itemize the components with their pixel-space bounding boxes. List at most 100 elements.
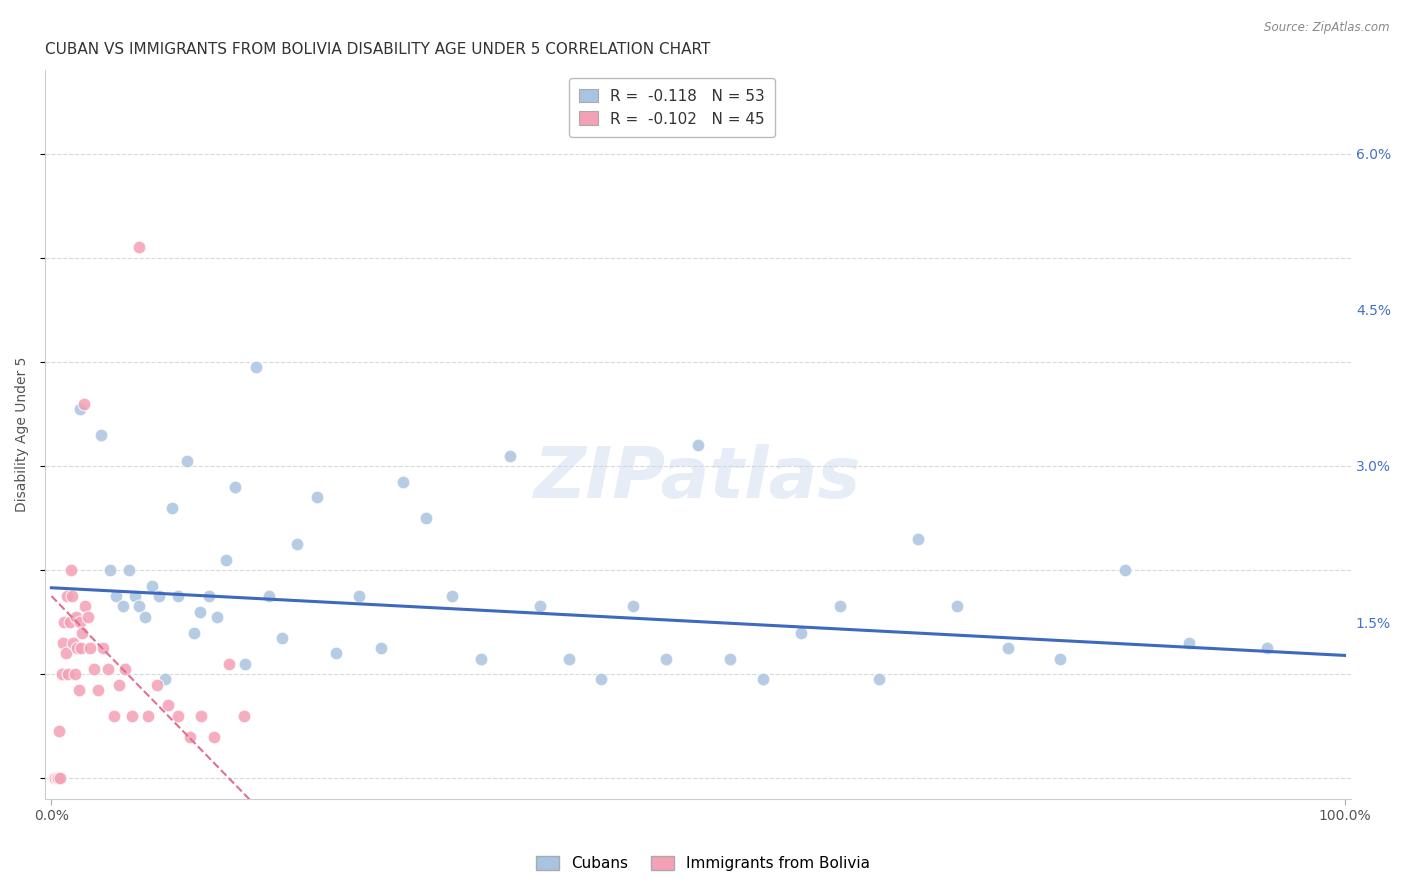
- Point: [52, 636, 75, 650]
- Point: [49, 771, 72, 785]
- Point: [73, 599, 96, 614]
- Point: [42, 771, 65, 785]
- Point: [148, 589, 170, 603]
- Point: [751, 673, 773, 687]
- Point: [190, 708, 212, 723]
- Point: [48, 724, 70, 739]
- Point: [202, 730, 225, 744]
- Point: [167, 589, 190, 603]
- Point: [470, 651, 492, 665]
- Point: [285, 537, 308, 551]
- Point: [868, 673, 890, 687]
- Point: [235, 657, 257, 671]
- Point: [67, 682, 90, 697]
- Point: [188, 605, 211, 619]
- Point: [59, 563, 82, 577]
- Point: [97, 662, 120, 676]
- Point: [529, 599, 551, 614]
- Point: [65, 610, 87, 624]
- Point: [233, 708, 256, 723]
- Point: [183, 625, 205, 640]
- Point: [156, 698, 179, 713]
- Point: [621, 599, 644, 614]
- Point: [90, 427, 112, 442]
- Point: [124, 589, 146, 603]
- Point: [245, 360, 267, 375]
- Point: [347, 589, 370, 603]
- Point: [128, 599, 150, 614]
- Point: [167, 708, 190, 723]
- Point: [370, 641, 392, 656]
- Point: [118, 563, 141, 577]
- Point: [179, 730, 201, 744]
- Point: [87, 682, 110, 697]
- Point: [134, 610, 156, 624]
- Point: [155, 673, 177, 687]
- Point: [305, 490, 328, 504]
- Point: [1256, 641, 1278, 656]
- Legend: R =  -0.118   N = 53, R =  -0.102   N = 45: R = -0.118 N = 53, R = -0.102 N = 45: [568, 78, 775, 137]
- Point: [654, 651, 676, 665]
- Point: [146, 677, 169, 691]
- Point: [69, 401, 91, 416]
- Point: [1178, 636, 1201, 650]
- Point: [111, 599, 134, 614]
- Point: [176, 454, 198, 468]
- Point: [58, 615, 80, 629]
- Point: [56, 589, 79, 603]
- Text: Source: ZipAtlas.com: Source: ZipAtlas.com: [1264, 21, 1389, 35]
- Point: [83, 662, 105, 676]
- Point: [63, 667, 86, 681]
- Text: CUBAN VS IMMIGRANTS FROM BOLIVIA DISABILITY AGE UNDER 5 CORRELATION CHART: CUBAN VS IMMIGRANTS FROM BOLIVIA DISABIL…: [45, 42, 710, 57]
- Point: [257, 589, 280, 603]
- Point: [557, 651, 579, 665]
- Point: [51, 667, 73, 681]
- Legend: Cubans, Immigrants from Bolivia: Cubans, Immigrants from Bolivia: [530, 850, 876, 877]
- Point: [441, 589, 464, 603]
- Point: [205, 610, 228, 624]
- Point: [58, 667, 80, 681]
- Point: [392, 475, 415, 489]
- Point: [44, 771, 66, 785]
- Point: [69, 615, 91, 629]
- Point: [76, 610, 98, 624]
- Point: [55, 646, 77, 660]
- Point: [325, 646, 347, 660]
- Point: [1114, 563, 1136, 577]
- Point: [46, 771, 69, 785]
- Point: [121, 708, 143, 723]
- Point: [70, 641, 93, 656]
- Point: [141, 579, 163, 593]
- Point: [718, 651, 741, 665]
- Point: [589, 673, 612, 687]
- Point: [499, 449, 522, 463]
- Point: [53, 615, 76, 629]
- Point: [907, 532, 929, 546]
- Point: [686, 438, 709, 452]
- Y-axis label: Disability Age Under 5: Disability Age Under 5: [15, 357, 30, 512]
- Point: [415, 511, 437, 525]
- Point: [107, 677, 129, 691]
- Point: [218, 657, 240, 671]
- Point: [830, 599, 852, 614]
- Point: [91, 641, 114, 656]
- Point: [945, 599, 967, 614]
- Point: [215, 552, 238, 566]
- Point: [73, 396, 96, 410]
- Point: [105, 589, 128, 603]
- Point: [1049, 651, 1071, 665]
- Point: [103, 708, 125, 723]
- Point: [79, 641, 101, 656]
- Point: [98, 563, 121, 577]
- Point: [128, 240, 150, 254]
- Point: [270, 631, 292, 645]
- Point: [198, 589, 221, 603]
- Point: [138, 708, 160, 723]
- Point: [62, 636, 84, 650]
- Point: [997, 641, 1019, 656]
- Point: [60, 589, 83, 603]
- Point: [790, 625, 813, 640]
- Point: [66, 641, 89, 656]
- Point: [45, 771, 67, 785]
- Point: [72, 625, 94, 640]
